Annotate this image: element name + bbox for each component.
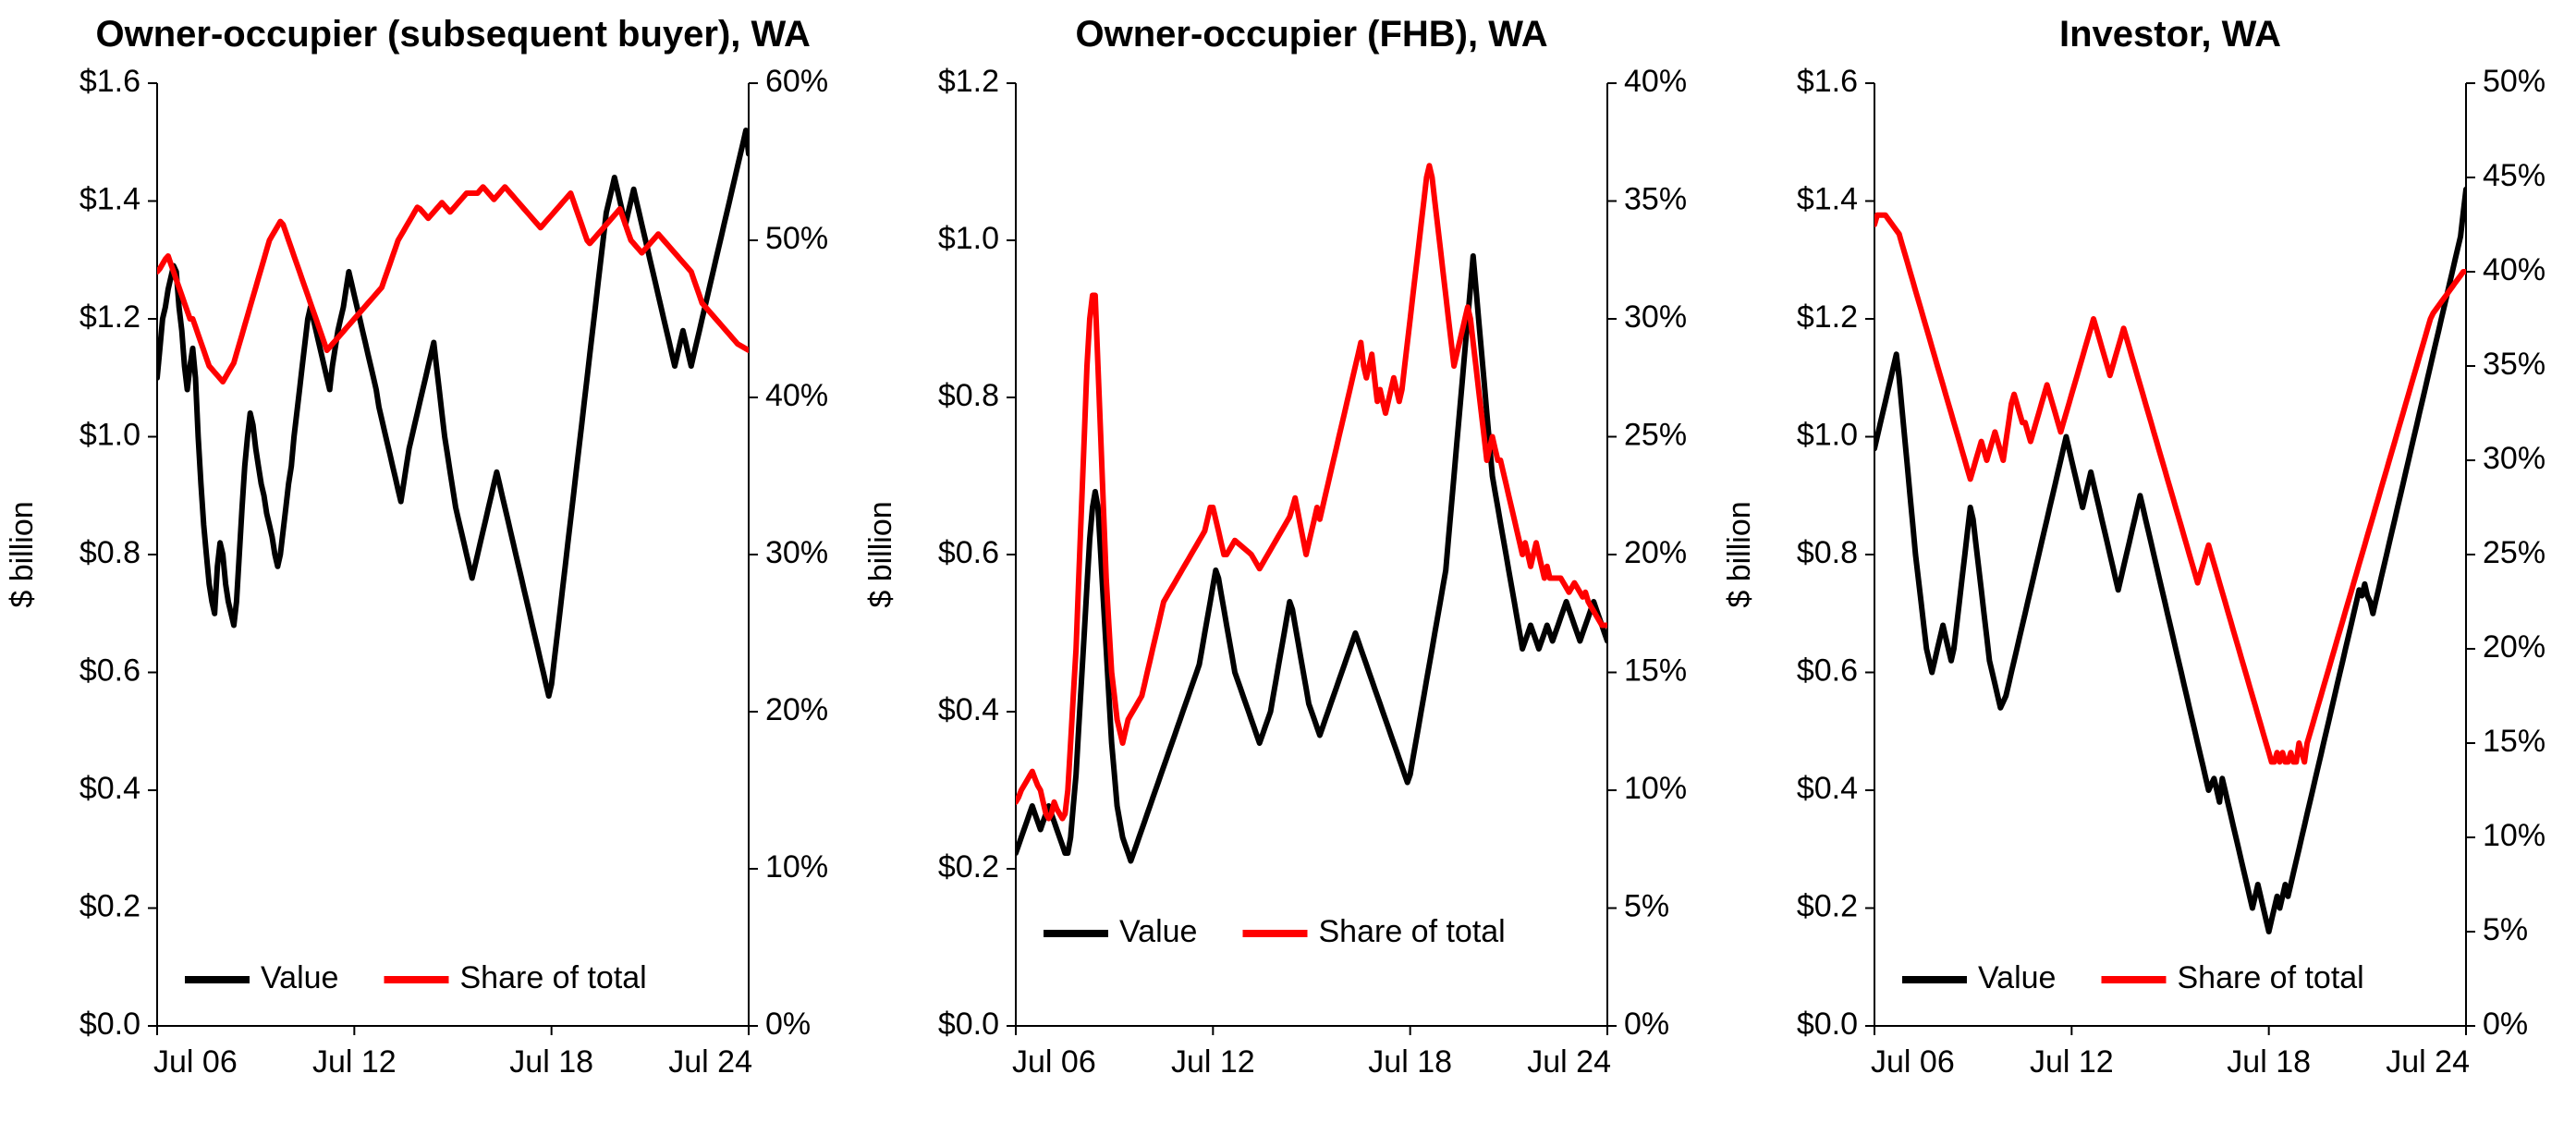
y1-axis-label: $ billion <box>5 501 40 607</box>
y1-tick-label: $1.2 <box>938 64 999 99</box>
y1-tick-label: $1.0 <box>1797 417 1858 452</box>
y2-tick-label: 30% <box>2483 441 2545 476</box>
x-tick-label: Jul 12 <box>312 1044 397 1080</box>
y2-tick-label: 25% <box>2483 535 2545 570</box>
y1-tick-label: $0.0 <box>79 1007 140 1042</box>
y2-tick-label: 30% <box>765 535 828 570</box>
x-tick-label: Jul 24 <box>1527 1044 1611 1080</box>
y1-tick-label: $0.8 <box>1797 535 1858 570</box>
y2-tick-label: 25% <box>1624 417 1687 452</box>
y2-tick-label: 0% <box>2483 1007 2528 1042</box>
x-tick-label: Jul 18 <box>1368 1044 1452 1080</box>
chart-panel-1: Owner-occupier (FHB), WA$0.0$0.2$0.4$0.6… <box>859 0 1717 1147</box>
y1-tick-label: $0.2 <box>1797 888 1858 923</box>
y1-tick-label: $1.0 <box>938 221 999 256</box>
y1-tick-label: $0.4 <box>79 771 140 806</box>
chart-svg: $0.0 $0.2 $0.4 $0.6 $0.8 $1.0 $1.2 $1.4 $1.6 0% 10… <box>0 0 859 1147</box>
y1-tick-label: $1.6 <box>79 64 140 99</box>
series-share-line <box>1874 215 2466 763</box>
chart-panel-2: Investor, WA$0.0$0.2$0.4$0.6$0.8$1.0$1.2… <box>1717 0 2576 1147</box>
x-tick-label: Jul 18 <box>2227 1044 2311 1080</box>
y2-tick-label: 35% <box>1624 181 1687 216</box>
y2-tick-label: 45% <box>2483 158 2545 193</box>
y1-tick-label: $0.4 <box>938 692 999 727</box>
y1-tick-label: $1.4 <box>1797 181 1858 216</box>
y1-tick-label: $0.8 <box>938 378 999 413</box>
y1-tick-label: $0.2 <box>79 888 140 923</box>
y1-tick-label: $1.0 <box>79 417 140 452</box>
y2-tick-label: 0% <box>1624 1007 1669 1042</box>
legend-item-value: Value <box>1119 914 1197 949</box>
x-tick-label: Jul 12 <box>2030 1044 2114 1080</box>
y1-tick-label: $1.6 <box>1797 64 1858 99</box>
chart-svg: $0.0 $0.2 $0.4 $0.6 $0.8 $1.0 $1.2 0% 5% 10% 15% 20… <box>859 0 1717 1147</box>
x-tick-label: Jul 18 <box>509 1044 593 1080</box>
legend-item-share: Share of total <box>2178 960 2364 995</box>
y2-tick-label: 50% <box>765 221 828 256</box>
y2-tick-label: 40% <box>2483 252 2545 287</box>
y2-tick-label: 10% <box>765 849 828 885</box>
x-tick-label: Jul 06 <box>1871 1044 1955 1080</box>
legend: Value Share of total <box>185 960 647 995</box>
series-value-line <box>1874 189 2466 932</box>
y1-axis-label: $ billion <box>1722 501 1757 607</box>
y2-tick-label: 5% <box>2483 912 2528 947</box>
y2-tick-label: 5% <box>1624 888 1669 923</box>
y2-tick-label: 15% <box>2483 724 2545 759</box>
legend: Value Share of total <box>1044 914 1506 949</box>
series-value-line <box>157 130 749 696</box>
y2-tick-label: 15% <box>1624 653 1687 688</box>
x-tick-label: Jul 12 <box>1171 1044 1255 1080</box>
y1-tick-label: $0.0 <box>1797 1007 1858 1042</box>
y2-tick-label: 35% <box>2483 347 2545 382</box>
y1-tick-label: $0.4 <box>1797 771 1858 806</box>
y1-tick-label: $0.0 <box>938 1007 999 1042</box>
y1-tick-label: $1.4 <box>79 181 140 216</box>
y1-tick-label: $0.6 <box>1797 653 1858 688</box>
legend-item-share: Share of total <box>1319 914 1506 949</box>
y2-tick-label: 0% <box>765 1007 811 1042</box>
y1-axis-label: $ billion <box>863 501 898 607</box>
series-share-line <box>1016 165 1607 818</box>
x-tick-label: Jul 24 <box>668 1044 752 1080</box>
y2-tick-label: 40% <box>765 378 828 413</box>
y2-tick-label: 10% <box>1624 771 1687 806</box>
y1-tick-label: $0.6 <box>79 653 140 688</box>
legend: Value Share of total <box>1902 960 2364 995</box>
y1-tick-label: $1.2 <box>1797 299 1858 335</box>
legend-item-value: Value <box>261 960 338 995</box>
x-tick-label: Jul 06 <box>1012 1044 1096 1080</box>
legend-item-share: Share of total <box>460 960 647 995</box>
y2-tick-label: 20% <box>765 692 828 727</box>
series-share-line <box>157 187 749 382</box>
y2-tick-label: 20% <box>1624 535 1687 570</box>
y1-tick-label: $0.6 <box>938 535 999 570</box>
x-tick-label: Jul 24 <box>2386 1044 2470 1080</box>
y2-tick-label: 40% <box>1624 64 1687 99</box>
y1-tick-label: $1.2 <box>79 299 140 335</box>
y2-tick-label: 60% <box>765 64 828 99</box>
y2-tick-label: 50% <box>2483 64 2545 99</box>
y2-tick-label: 20% <box>2483 629 2545 665</box>
y1-tick-label: $0.8 <box>79 535 140 570</box>
y2-tick-label: 10% <box>2483 818 2545 853</box>
chart-panel-0: Owner-occupier (subsequent buyer), WA$0.… <box>0 0 859 1147</box>
y1-tick-label: $0.2 <box>938 849 999 885</box>
x-tick-label: Jul 06 <box>153 1044 238 1080</box>
y2-tick-label: 30% <box>1624 299 1687 335</box>
legend-item-value: Value <box>1978 960 2056 995</box>
chart-svg: $0.0 $0.2 $0.4 $0.6 $0.8 $1.0 $1.2 $1.4 $1.6 0% 5%… <box>1717 0 2576 1147</box>
